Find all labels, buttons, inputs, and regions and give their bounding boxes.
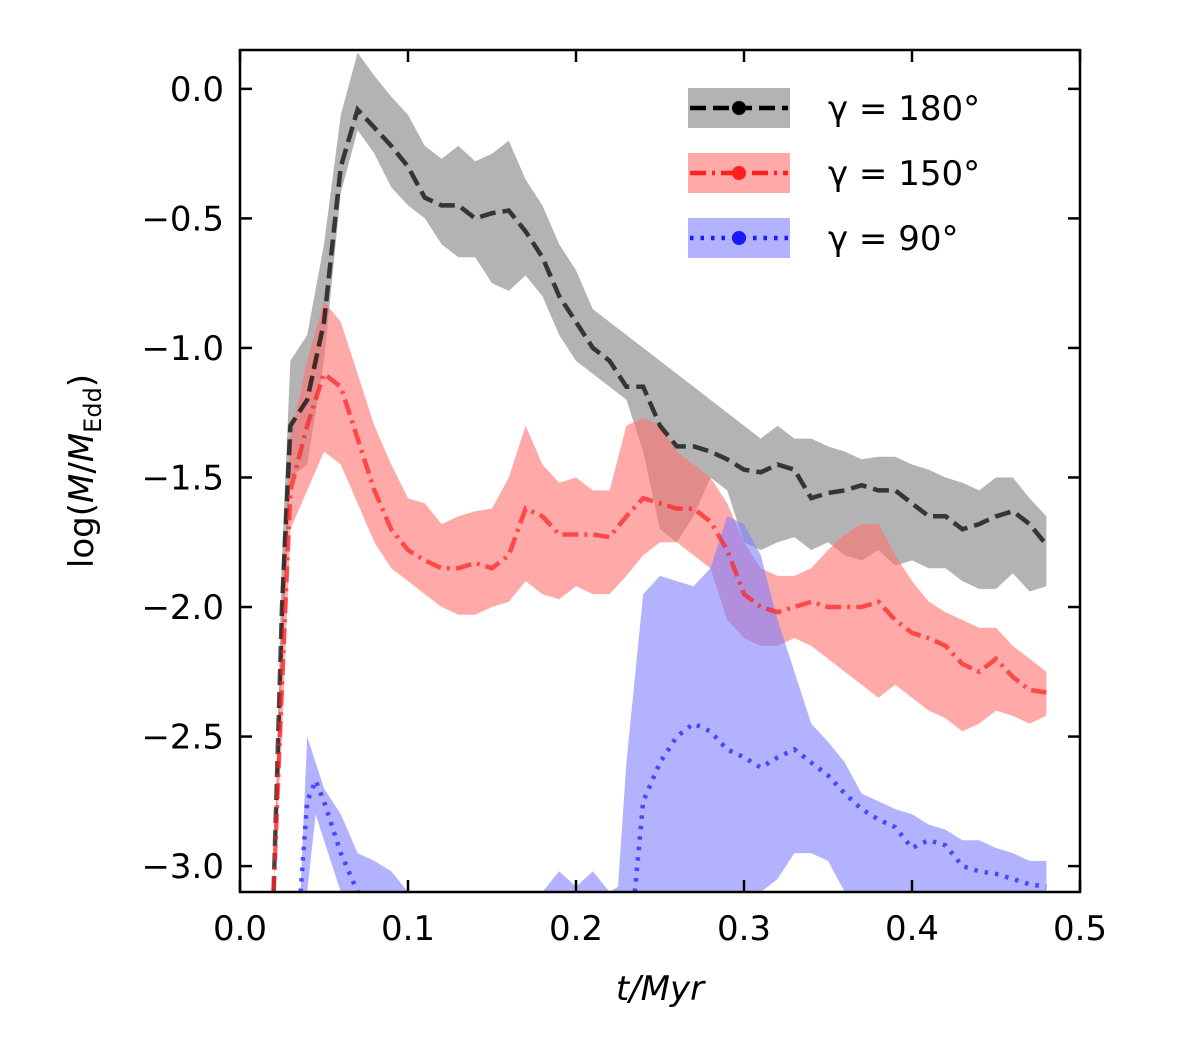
x-axis-label: t/Myr: [616, 969, 706, 1009]
x-tick-label: 0.5: [1053, 909, 1107, 949]
series-2-band-0: [300, 736, 408, 892]
series-2-line-0: [298, 774, 360, 892]
y-axis-label: log(M/MEdd): [62, 374, 107, 568]
y-axis-label-close: ): [62, 374, 102, 387]
legend-item-0-marker: [732, 101, 746, 115]
y-tick-label: 0.0: [170, 70, 224, 110]
y-tick-label: −3.0: [141, 847, 224, 887]
y-tick-label: −1.5: [141, 458, 224, 498]
confidence-bands: [273, 52, 1047, 892]
y-tick-label: −2.0: [141, 588, 224, 628]
legend-item-0-label: γ = 180°: [828, 89, 980, 129]
y-axis-label-subscript: Edd: [79, 387, 107, 433]
y-axis-label-open: log(: [62, 503, 102, 568]
legend-item-2-marker: [732, 231, 746, 245]
x-tick-label: 0.3: [717, 909, 771, 949]
series-0-line: [271, 105, 1049, 892]
plot-frame: [238, 48, 1082, 894]
y-tick-label: −1.0: [141, 329, 224, 369]
y-tick-label: −0.5: [141, 199, 224, 239]
series-lines: [271, 105, 1049, 892]
legend-item-2-label: γ = 90°: [828, 219, 959, 259]
series-1-line: [271, 370, 1047, 892]
x-tick-label: 0.0: [213, 909, 267, 949]
svg-text:log(M/MEdd): log(M/MEdd): [62, 374, 107, 568]
x-tick-label: 0.1: [381, 909, 435, 949]
series-2-line-1: [632, 720, 1047, 892]
axis-ticks: [238, 50, 1082, 892]
legend-item-1-label: γ = 150°: [828, 154, 980, 194]
y-axis-label-mdot-edd: M: [62, 433, 102, 462]
x-tick-label: 0.2: [549, 909, 603, 949]
legend-item-1-marker: [732, 166, 746, 180]
y-axis-label-mdot: M: [62, 474, 102, 503]
series-2-band-1: [542, 516, 1047, 892]
legend: γ = 180° γ = 150° γ = 90°: [688, 88, 980, 259]
axis-tick-labels: 0.0 0.1 0.2 0.3 0.4 0.5 0.0 −0.5 −1.0 −1.5 −2.0 −2.…: [141, 70, 1107, 949]
y-axis-label-divider: /: [62, 462, 102, 474]
y-tick-label: −2.5: [141, 718, 224, 758]
x-tick-label: 0.4: [885, 909, 939, 949]
series-1-band: [273, 301, 1047, 892]
